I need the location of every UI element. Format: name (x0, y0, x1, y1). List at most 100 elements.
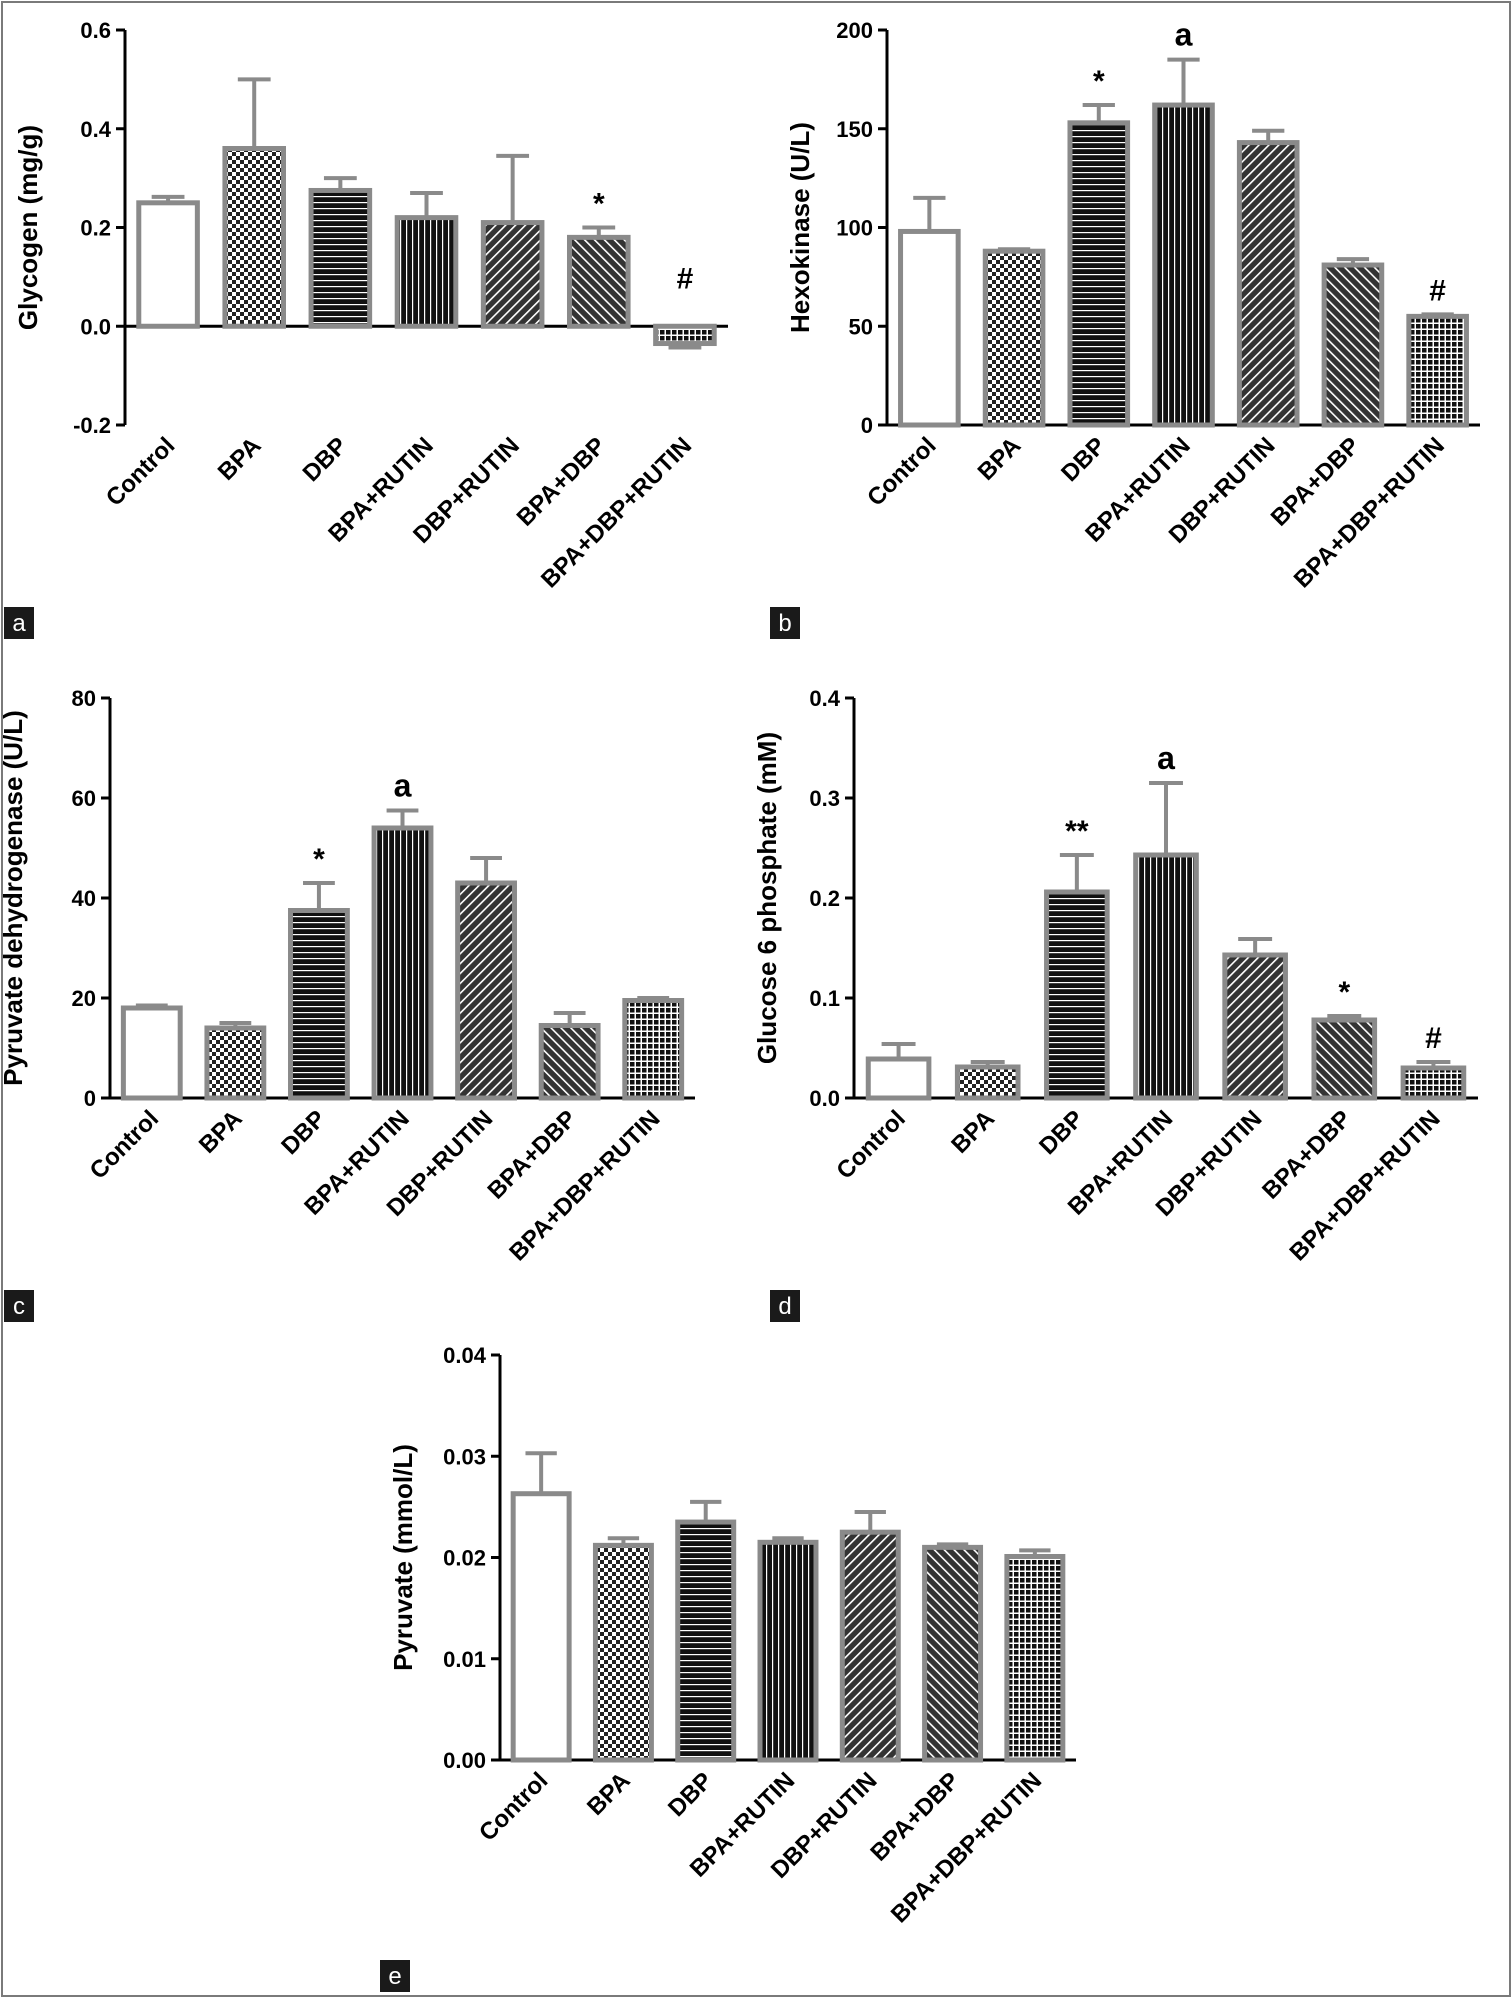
bar-dbp (308, 187, 373, 329)
significance-marker: a (1157, 740, 1175, 776)
bar-bpa-dbp-rutin (1400, 1065, 1467, 1101)
bar-bpa (982, 248, 1046, 428)
y-tick-label: 0.00 (443, 1748, 486, 1773)
bar-control (865, 1056, 932, 1101)
significance-marker: a (394, 768, 412, 804)
bar-bpa-dbp-rutin (1406, 313, 1469, 428)
bar-bpa (222, 146, 287, 329)
chart-panel-a: -0.2 0.0 0.2 0.4 0.6 Glycogen (mg/g) Control BP… (4, 18, 728, 639)
y-tick-label: 0.04 (443, 1343, 487, 1368)
panel-label-box (380, 1960, 410, 1992)
x-tick-label: DBP (1056, 432, 1111, 487)
x-tick-label: BPA (194, 1105, 248, 1159)
y-tick-label: 20 (72, 986, 96, 1011)
y-tick-label: -0.2 (73, 413, 111, 438)
x-tick-label: BPA (582, 1767, 636, 1821)
x-tick-label: BPA (946, 1105, 1000, 1159)
y-tick-label: 0.01 (443, 1647, 486, 1672)
y-tick-label: 0 (84, 1086, 96, 1111)
chart-panel-c: 0 20 40 60 80 Pyruvate dehydrogenase (U/L) Con… (0, 686, 695, 1322)
y-tick-label: 100 (836, 216, 873, 241)
y-tick-label: 50 (849, 314, 873, 339)
bar-bpa-rutin (757, 1539, 819, 1763)
y-axis-label: Pyruvate dehydrogenase (U/L) (0, 710, 28, 1086)
y-tick-label: 0.0 (80, 314, 111, 339)
x-tick-label: BPA+DBP+RUTIN (536, 432, 697, 593)
bar-dbp-rutin (1222, 952, 1288, 1101)
bar-bpa-rutin (371, 825, 434, 1101)
panel-label: d (778, 1293, 791, 1320)
x-tick-label: BPA+DBP+RUTIN (886, 1767, 1047, 1928)
bar-dbp (288, 908, 350, 1101)
significance-marker: * (1093, 65, 1105, 98)
bar-control (136, 200, 200, 329)
bar-bpa-dbp-rutin (653, 323, 717, 347)
significance-marker: * (593, 188, 605, 221)
significance-marker: * (1338, 976, 1350, 1009)
x-tick-label: BPA+DBP+RUTIN (504, 1105, 665, 1266)
bar-bpa (204, 1025, 267, 1101)
bar-bpa-dbp (922, 1544, 984, 1763)
significance-marker: # (677, 262, 694, 295)
y-tick-label: 60 (72, 786, 96, 811)
y-axis-label: Hexokinase (U/L) (785, 122, 815, 333)
x-tick-label: DBP (276, 1105, 331, 1160)
panel-label: c (13, 1293, 25, 1320)
x-tick-label: BPA (973, 432, 1027, 486)
bar-dbp (675, 1519, 737, 1763)
panel-label-box (4, 607, 34, 639)
panels: -0.2 0.0 0.2 0.4 0.6 Glycogen (mg/g) Control BP… (0, 17, 1480, 1992)
x-tick-label: Control (474, 1767, 553, 1846)
x-tick-label: DBP (663, 1767, 718, 1822)
y-tick-label: 0.02 (443, 1546, 486, 1571)
significance-marker: a (1175, 17, 1193, 53)
panel-label-box (770, 607, 800, 639)
y-tick-label: 0.03 (443, 1444, 486, 1469)
bar-bpa-dbp (538, 1023, 601, 1101)
bar-bpa-rutin (1152, 102, 1215, 428)
significance-marker: # (1429, 274, 1446, 307)
bar-control (510, 1491, 572, 1763)
bar-bpa-dbp-rutin (622, 998, 685, 1101)
bar-dbp (1044, 889, 1110, 1101)
panel-label-box (4, 1290, 34, 1322)
bar-bpa-rutin (1133, 852, 1199, 1101)
bar-dbp-rutin (839, 1529, 901, 1763)
y-tick-label: 0.4 (809, 686, 840, 711)
x-tick-label: BPA+DBP+RUTIN (1285, 1105, 1446, 1266)
y-tick-label: 0.2 (80, 216, 111, 241)
bar-bpa-rutin (394, 215, 459, 329)
chart-panel-d: 0.0 0.1 0.2 0.3 0.4 Glucose 6 phosphate (mM) C… (752, 686, 1478, 1322)
bar-dbp-rutin (1236, 140, 1300, 428)
y-axis-label: Pyruvate (mmol/L) (388, 1444, 418, 1671)
y-tick-label: 150 (836, 117, 873, 142)
chart-panel-e: 0.00 0.01 0.02 0.03 0.04 Pyruvate (mmol/L) Con… (380, 1343, 1076, 1992)
x-tick-label: DBP (298, 432, 353, 487)
significance-marker: * (313, 843, 325, 876)
significance-marker: # (1425, 1022, 1442, 1055)
chart-panel-b: 0 50 100 150 200 Hexokinase (U/L) Control BPA * D… (770, 17, 1480, 639)
y-tick-label: 200 (836, 18, 873, 43)
bar-dbp-rutin (455, 880, 517, 1101)
significance-marker: ** (1065, 815, 1089, 848)
bar-bpa-dbp (1321, 262, 1385, 428)
bar-bpa (954, 1064, 1021, 1101)
x-tick-label: DBP (1034, 1105, 1089, 1160)
y-tick-label: 0 (861, 413, 873, 438)
y-tick-label: 40 (72, 886, 96, 911)
bar-bpa-dbp (566, 234, 631, 329)
y-tick-label: 0.1 (809, 986, 840, 1011)
bar-bpa (592, 1542, 654, 1763)
y-tick-label: 0.4 (80, 117, 111, 142)
bar-dbp-rutin (480, 220, 545, 329)
panel-label: b (778, 610, 791, 637)
x-tick-label: Control (101, 432, 180, 511)
y-tick-label: 0.2 (809, 886, 840, 911)
bar-bpa-dbp (1311, 1017, 1378, 1101)
y-tick-label: 0.6 (80, 18, 111, 43)
y-tick-label: 0.3 (809, 786, 840, 811)
y-axis-label: Glycogen (mg/g) (13, 125, 43, 330)
